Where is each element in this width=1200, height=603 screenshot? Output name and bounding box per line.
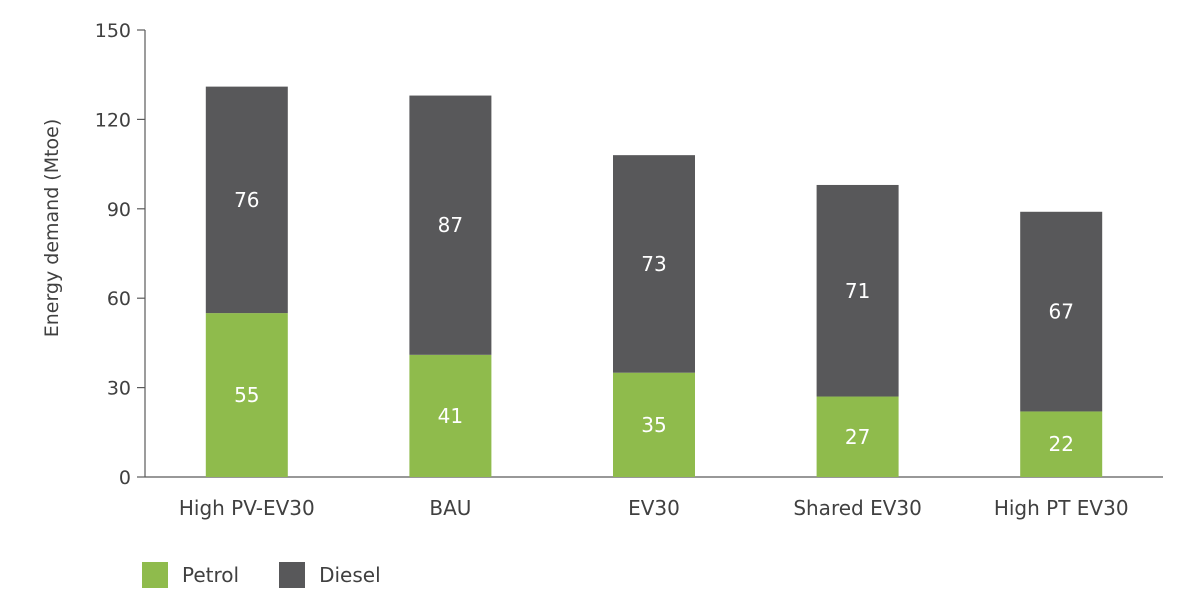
data-label-diesel: 87 — [438, 213, 463, 237]
data-label-diesel: 73 — [641, 252, 666, 276]
bar-petrol[interactable] — [409, 354, 492, 477]
y-tick-label: 90 — [107, 199, 131, 221]
data-label-petrol: 22 — [1048, 432, 1073, 456]
data-label-petrol: 55 — [234, 383, 259, 407]
legend-item-petrol[interactable]: Petrol — [142, 562, 239, 588]
legend-label-petrol: Petrol — [182, 563, 240, 587]
stacked-bar-chart: 0 30 60 90 120 150 High PV-EV30 BAU EV30 Shared … — [41, 20, 1163, 520]
legend: Petrol Diesel — [142, 562, 421, 588]
y-tick-label: 30 — [107, 378, 131, 400]
bar-petrol[interactable] — [205, 313, 288, 477]
x-tick-label: Shared EV30 — [793, 496, 922, 520]
x-axis: High PV-EV30 BAU EV30 Shared EV30 High PT EV… — [145, 476, 1163, 520]
x-tick-label: High PV-EV30 — [179, 496, 315, 520]
data-label-diesel: 71 — [845, 279, 870, 303]
bars-group: 55 76 41 87 35 73 27 71 22 67 — [205, 86, 1103, 477]
x-tick-label: BAU — [429, 496, 471, 520]
data-label-diesel: 76 — [234, 188, 259, 212]
y-tick-label: 60 — [107, 288, 131, 310]
bar-petrol[interactable] — [613, 372, 695, 477]
y-tick-label: 150 — [95, 20, 131, 42]
x-tick-label: EV30 — [628, 496, 680, 520]
bar-diesel[interactable] — [613, 155, 695, 373]
data-label-petrol: 41 — [438, 404, 463, 428]
data-label-diesel: 67 — [1048, 300, 1073, 324]
bar-petrol[interactable] — [816, 396, 899, 477]
bar-diesel[interactable] — [205, 86, 288, 314]
legend-label-diesel: Diesel — [319, 563, 381, 587]
bar-diesel[interactable] — [816, 184, 899, 397]
x-tick-label: High PT EV30 — [994, 496, 1129, 520]
y-tick-label: 0 — [119, 467, 131, 489]
y-axis-title: Energy demand (Mtoe) — [41, 119, 63, 338]
data-label-petrol: 27 — [845, 425, 870, 449]
legend-swatch-diesel — [279, 562, 306, 588]
bar-petrol[interactable] — [1020, 411, 1103, 477]
bar-diesel[interactable] — [1020, 211, 1103, 412]
bar-diesel[interactable] — [409, 95, 492, 355]
y-tick-label: 120 — [95, 109, 131, 131]
y-axis: 0 30 60 90 120 150 — [95, 20, 146, 489]
legend-swatch-petrol — [142, 562, 168, 588]
legend-item-diesel[interactable]: Diesel — [279, 562, 381, 588]
data-label-petrol: 35 — [641, 413, 666, 437]
